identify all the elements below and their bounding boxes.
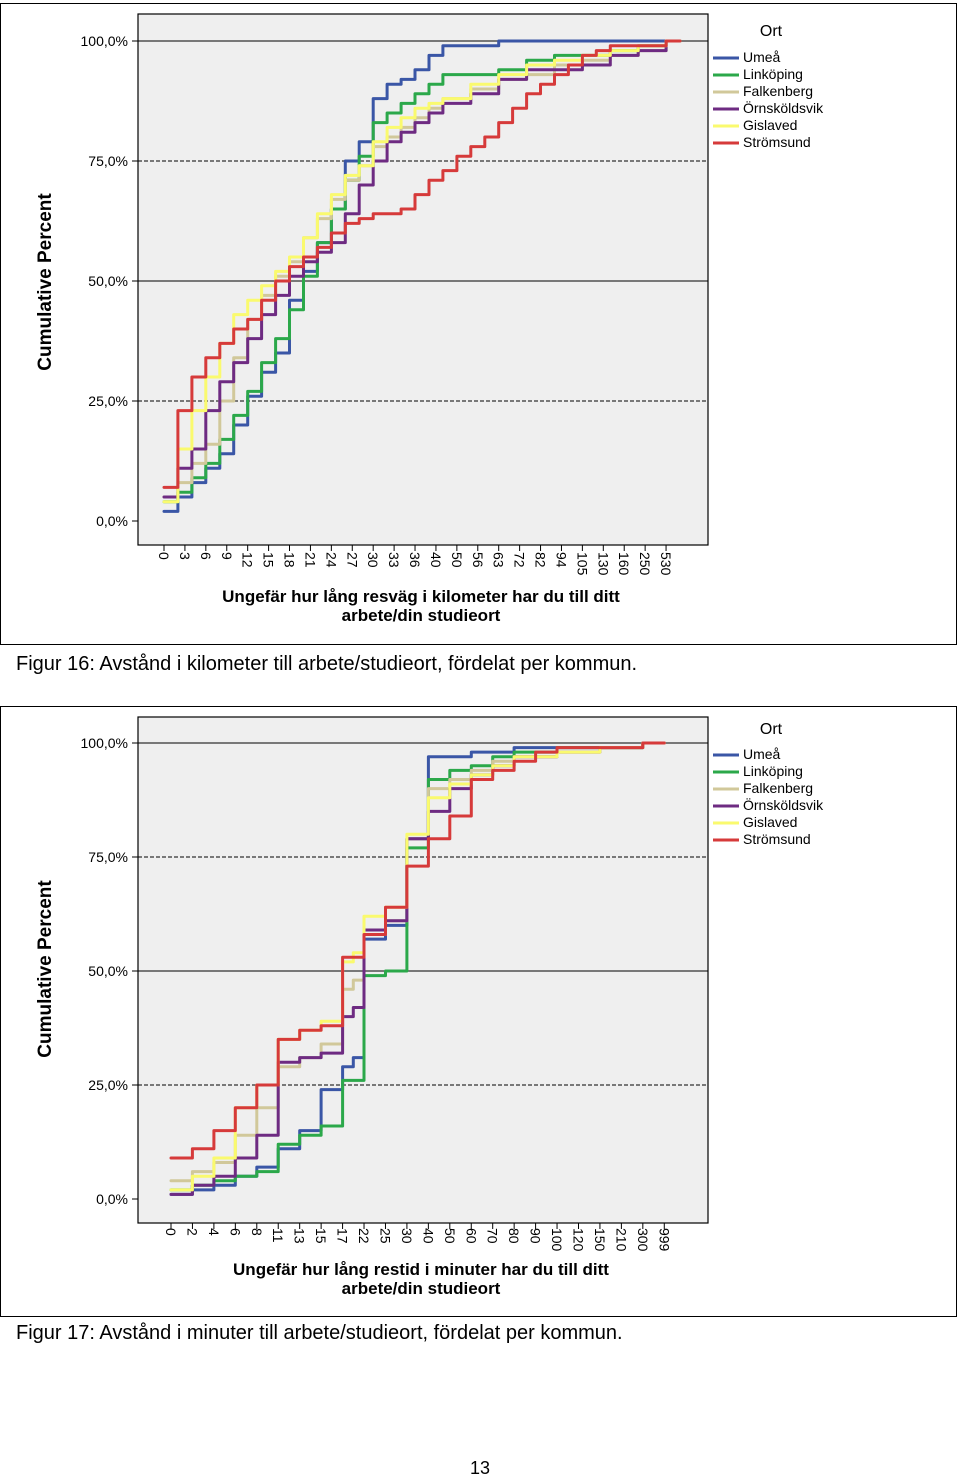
legend-label: Strömsund bbox=[743, 831, 811, 847]
x-tick-label: 80 bbox=[506, 1228, 522, 1244]
x-tick-label: 13 bbox=[292, 1228, 308, 1244]
x-tick-label: 50 bbox=[442, 1228, 458, 1244]
x-tick-label: 24 bbox=[323, 552, 339, 568]
x-tick-label: 250 bbox=[637, 552, 653, 576]
x-tick-label: 60 bbox=[463, 1228, 479, 1244]
x-tick-label: 2 bbox=[184, 1228, 200, 1236]
x-tick-label: 100 bbox=[549, 1228, 565, 1252]
x-axis-label: arbete/din studieort bbox=[342, 1279, 501, 1298]
x-tick-label: 9 bbox=[219, 552, 235, 560]
x-tick-label: 3 bbox=[177, 552, 193, 560]
x-tick-label: 21 bbox=[302, 552, 318, 568]
x-tick-label: 25 bbox=[377, 1228, 393, 1244]
x-axis-label: Ungefär hur lång resväg i kilometer har … bbox=[222, 587, 620, 606]
y-axis-label: Cumulative Percent bbox=[35, 193, 56, 371]
x-tick-label: 105 bbox=[574, 552, 590, 576]
legend-title: Ort bbox=[760, 23, 783, 40]
x-axis-label: arbete/din studieort bbox=[342, 606, 501, 625]
x-tick-label: 210 bbox=[613, 1228, 629, 1252]
x-tick-label: 4 bbox=[206, 1228, 222, 1236]
x-tick-label: 22 bbox=[356, 1228, 372, 1244]
legend-label: Linköping bbox=[743, 66, 803, 82]
x-tick-label: 94 bbox=[553, 552, 569, 568]
x-tick-label: 70 bbox=[485, 1228, 501, 1244]
x-tick-label: 8 bbox=[249, 1228, 265, 1236]
chart-16: 0,0% 25,0% 50,0% 75,0% 100,0% Cumulative Perc… bbox=[35, 13, 824, 625]
y-tick-label: 25,0% bbox=[88, 393, 128, 409]
x-tick-label: 999 bbox=[656, 1228, 672, 1252]
x-tick-label: 82 bbox=[533, 552, 549, 568]
x-tick-label: 50 bbox=[449, 552, 465, 568]
page-number: 13 bbox=[469, 1458, 491, 1478]
series-line-link-ping bbox=[169, 741, 666, 1192]
series-line-str-msund bbox=[162, 39, 682, 489]
figure-16-frame: 0,0% 25,0% 50,0% 75,0% 100,0% Cumulative Perc… bbox=[0, 3, 957, 645]
legend-label: Gislaved bbox=[743, 814, 797, 830]
y-tick-label: 100,0% bbox=[81, 33, 128, 49]
legend-label: Gislaved bbox=[743, 117, 797, 133]
x-tick-label: 0 bbox=[163, 1228, 179, 1236]
series-line-str-msund bbox=[169, 741, 666, 1160]
series-line--rnsk-ldsvik bbox=[162, 39, 682, 499]
y-tick-label: 0,0% bbox=[96, 1191, 128, 1207]
x-tick-label: 63 bbox=[491, 552, 507, 568]
x-tick-label: 56 bbox=[470, 552, 486, 568]
figure-17-caption: Figur 17: Avstånd i minuter till arbete/… bbox=[16, 1322, 623, 1344]
y-tick-label: 0,0% bbox=[96, 513, 128, 529]
x-tick-label: 18 bbox=[282, 552, 298, 568]
legend-label: Linköping bbox=[743, 763, 803, 779]
y-tick-label: 50,0% bbox=[88, 963, 128, 979]
legend-title: Ort bbox=[760, 721, 783, 738]
x-tick-label: 30 bbox=[399, 1228, 415, 1244]
chart-17: 0,0% 25,0% 50,0% 75,0% 100,0% Cumulative Perc… bbox=[35, 716, 824, 1298]
y-axis-label: Cumulative Percent bbox=[35, 880, 56, 1058]
x-tick-label: 0 bbox=[156, 552, 172, 560]
x-tick-label: 15 bbox=[313, 1228, 329, 1244]
x-tick-label: 40 bbox=[420, 1228, 436, 1244]
x-tick-label: 6 bbox=[198, 552, 214, 560]
x-tick-label: 17 bbox=[335, 1228, 351, 1244]
x-tick-label: 6 bbox=[227, 1228, 243, 1236]
plot-area bbox=[137, 716, 709, 1224]
x-tick-label: 30 bbox=[365, 552, 381, 568]
x-tick-label: 11 bbox=[270, 1228, 286, 1243]
legend-label: Falkenberg bbox=[743, 83, 813, 99]
y-tick-label: 25,0% bbox=[88, 1077, 128, 1093]
x-tick-label: 130 bbox=[595, 552, 611, 576]
x-tick-label: 160 bbox=[616, 552, 632, 576]
x-tick-label: 300 bbox=[635, 1228, 651, 1252]
legend-label: Strömsund bbox=[743, 134, 811, 150]
x-tick-label: 12 bbox=[240, 552, 256, 568]
legend-label: Örnsköldsvik bbox=[743, 99, 824, 116]
x-tick-label: 72 bbox=[512, 552, 528, 568]
x-tick-label: 40 bbox=[428, 552, 444, 568]
x-tick-label: 150 bbox=[592, 1228, 608, 1252]
legend-label: Umeå bbox=[743, 49, 781, 65]
figure-16-caption: Figur 16: Avstånd i kilometer till arbet… bbox=[16, 653, 638, 675]
x-tick-label: 120 bbox=[570, 1228, 586, 1252]
legend-label: Falkenberg bbox=[743, 780, 813, 796]
y-tick-label: 100,0% bbox=[81, 735, 128, 751]
x-tick-label: 36 bbox=[407, 552, 423, 568]
figure-17-frame: 0,0% 25,0% 50,0% 75,0% 100,0% Cumulative Perc… bbox=[0, 706, 957, 1317]
y-tick-label: 75,0% bbox=[88, 849, 128, 865]
x-tick-label: 27 bbox=[344, 552, 360, 568]
y-tick-label: 75,0% bbox=[88, 153, 128, 169]
legend-label: Örnsköldsvik bbox=[743, 796, 824, 813]
x-axis-label: Ungefär hur lång restid i minuter har du… bbox=[233, 1260, 609, 1279]
x-tick-label: 530 bbox=[658, 552, 674, 576]
legend-label: Umeå bbox=[743, 746, 781, 762]
x-tick-label: 33 bbox=[386, 552, 402, 568]
x-tick-label: 90 bbox=[528, 1228, 544, 1244]
plot-area bbox=[137, 13, 709, 546]
x-tick-label: 15 bbox=[261, 552, 277, 568]
y-tick-label: 50,0% bbox=[88, 273, 128, 289]
